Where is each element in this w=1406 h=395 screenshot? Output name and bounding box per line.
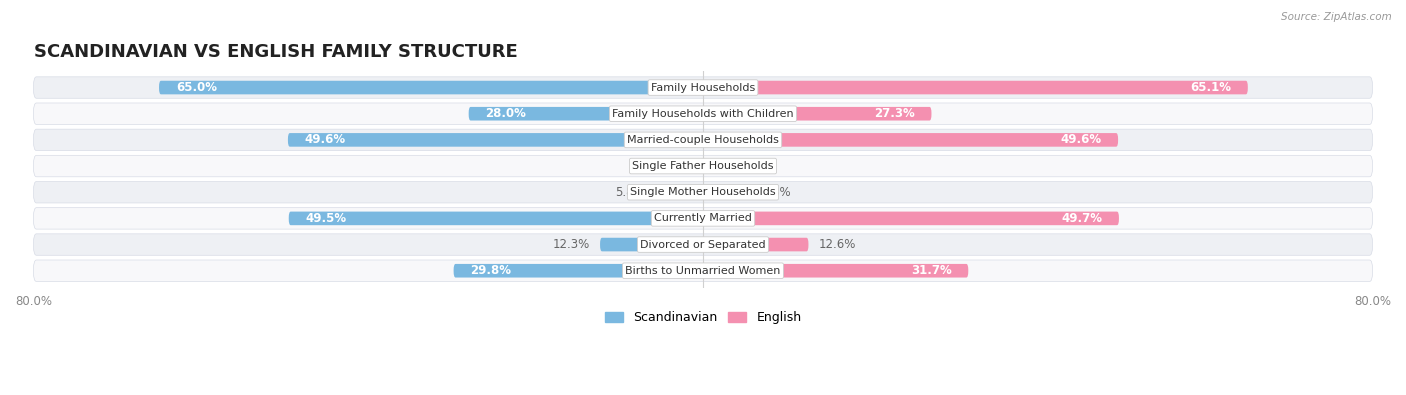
- Text: 12.6%: 12.6%: [818, 238, 856, 251]
- FancyBboxPatch shape: [34, 155, 1372, 177]
- FancyBboxPatch shape: [34, 103, 1372, 124]
- Text: 5.8%: 5.8%: [614, 186, 644, 199]
- Text: 31.7%: 31.7%: [911, 264, 952, 277]
- FancyBboxPatch shape: [468, 107, 703, 120]
- Text: 49.6%: 49.6%: [305, 134, 346, 147]
- Text: Family Households with Children: Family Households with Children: [612, 109, 794, 119]
- FancyBboxPatch shape: [600, 238, 703, 251]
- FancyBboxPatch shape: [159, 81, 703, 94]
- Text: 27.3%: 27.3%: [875, 107, 915, 120]
- FancyBboxPatch shape: [288, 212, 703, 225]
- Text: Births to Unmarried Women: Births to Unmarried Women: [626, 266, 780, 276]
- FancyBboxPatch shape: [703, 107, 931, 120]
- FancyBboxPatch shape: [34, 77, 1372, 98]
- FancyBboxPatch shape: [683, 159, 703, 173]
- Text: 12.3%: 12.3%: [553, 238, 591, 251]
- Text: Divorced or Separated: Divorced or Separated: [640, 239, 766, 250]
- FancyBboxPatch shape: [34, 260, 1372, 282]
- Text: 49.7%: 49.7%: [1062, 212, 1102, 225]
- FancyBboxPatch shape: [703, 264, 969, 278]
- Text: Currently Married: Currently Married: [654, 213, 752, 224]
- FancyBboxPatch shape: [703, 212, 1119, 225]
- FancyBboxPatch shape: [288, 133, 703, 147]
- FancyBboxPatch shape: [703, 81, 1247, 94]
- FancyBboxPatch shape: [703, 238, 808, 251]
- Text: 65.1%: 65.1%: [1189, 81, 1232, 94]
- FancyBboxPatch shape: [654, 185, 703, 199]
- FancyBboxPatch shape: [34, 234, 1372, 255]
- FancyBboxPatch shape: [454, 264, 703, 278]
- FancyBboxPatch shape: [34, 129, 1372, 150]
- Text: 5.8%: 5.8%: [762, 186, 792, 199]
- Text: Source: ZipAtlas.com: Source: ZipAtlas.com: [1281, 12, 1392, 22]
- FancyBboxPatch shape: [703, 133, 1118, 147]
- Text: Married-couple Households: Married-couple Households: [627, 135, 779, 145]
- FancyBboxPatch shape: [34, 208, 1372, 229]
- FancyBboxPatch shape: [34, 181, 1372, 203]
- Text: 2.3%: 2.3%: [733, 160, 762, 173]
- Text: 28.0%: 28.0%: [485, 107, 526, 120]
- Text: Family Households: Family Households: [651, 83, 755, 92]
- Text: 49.6%: 49.6%: [1060, 134, 1101, 147]
- FancyBboxPatch shape: [703, 159, 723, 173]
- Text: SCANDINAVIAN VS ENGLISH FAMILY STRUCTURE: SCANDINAVIAN VS ENGLISH FAMILY STRUCTURE: [34, 43, 517, 61]
- Legend: Scandinavian, English: Scandinavian, English: [599, 306, 807, 329]
- Text: 49.5%: 49.5%: [305, 212, 347, 225]
- Text: Single Father Households: Single Father Households: [633, 161, 773, 171]
- Text: 29.8%: 29.8%: [471, 264, 512, 277]
- Text: 2.4%: 2.4%: [643, 160, 673, 173]
- Text: 65.0%: 65.0%: [176, 81, 217, 94]
- Text: Single Mother Households: Single Mother Households: [630, 187, 776, 197]
- FancyBboxPatch shape: [703, 185, 752, 199]
